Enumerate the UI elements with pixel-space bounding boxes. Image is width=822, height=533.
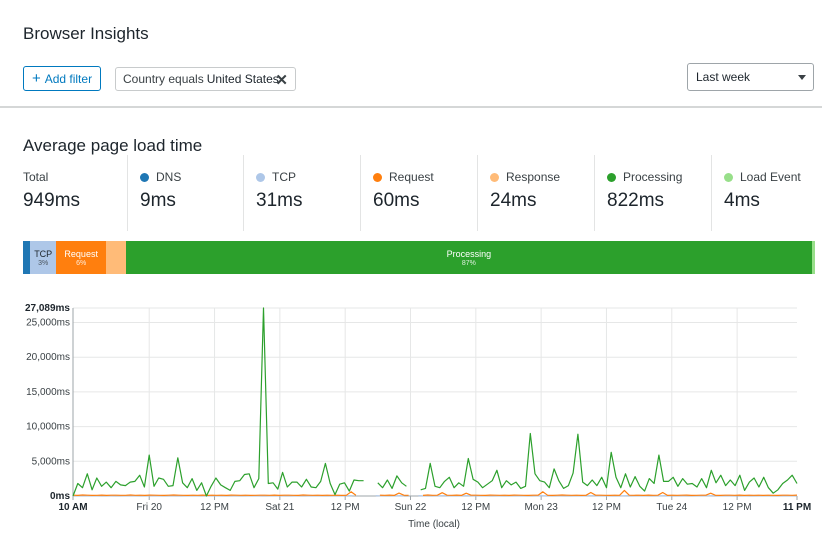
- metric-value: 31ms: [256, 190, 303, 211]
- segment-label: TCP: [34, 249, 53, 259]
- y-tick-label: 20,000ms: [26, 352, 70, 363]
- close-icon[interactable]: ✕: [275, 72, 288, 89]
- chevron-down-icon: [798, 75, 806, 80]
- metric-label-text: TCP: [272, 170, 296, 184]
- series-line-processing: [420, 432, 798, 494]
- bar-segment[interactable]: [23, 241, 31, 274]
- series-line-request: [72, 491, 357, 496]
- y-tick-label: 5,000ms: [32, 456, 70, 467]
- y-tick-label: 27,089ms: [25, 303, 70, 314]
- metric-label-text: Total: [23, 170, 49, 184]
- section-title: Average page load time: [23, 136, 203, 155]
- metric-value: 4ms: [724, 190, 760, 211]
- metric-label: Processing: [607, 170, 682, 184]
- bar-segment-processing[interactable]: Processing 87%: [125, 241, 812, 274]
- x-tick-label: 12 PM: [200, 502, 229, 513]
- y-tick-label: 10,000ms: [26, 422, 70, 433]
- x-tick-label: 10 AM: [58, 502, 87, 513]
- top-bar: Browser Insights + Add filter Country eq…: [0, 0, 822, 108]
- bar-segment-tcp[interactable]: TCP 3%: [30, 241, 57, 274]
- metric-label-text: Load Event: [740, 170, 801, 184]
- legend-dot-icon: [607, 172, 616, 182]
- metric-label: Response: [490, 170, 560, 184]
- page-title: Browser Insights: [23, 24, 149, 43]
- metric-divider: [711, 155, 712, 231]
- series-line-request: [379, 492, 409, 496]
- add-filter-label: Add filter: [44, 71, 93, 86]
- metric-label-text: DNS: [156, 170, 182, 184]
- filter-field: Country equals: [123, 72, 204, 86]
- metric-value: 949ms: [23, 190, 81, 211]
- add-filter-button[interactable]: + Add filter: [23, 66, 101, 91]
- metric-divider: [127, 155, 128, 231]
- metric-value: 9ms: [140, 190, 176, 211]
- time-range-value: Last week: [696, 70, 751, 84]
- x-tick-label: 12 PM: [592, 502, 621, 513]
- metric-label-text: Processing: [623, 170, 683, 184]
- metric-divider: [360, 155, 361, 231]
- metric-label: DNS: [140, 170, 181, 184]
- y-tick-label: 0ms: [50, 491, 70, 502]
- metric-label: TCP: [256, 170, 296, 184]
- filter-value: United States: [206, 72, 279, 86]
- x-tick-label: Tue 24: [656, 502, 687, 513]
- metric-divider: [243, 155, 244, 231]
- x-tick-label: Sun 22: [395, 502, 427, 513]
- x-axis-title: Time (local): [408, 519, 460, 530]
- segment-label: Processing: [446, 249, 492, 259]
- bar-segment[interactable]: [811, 241, 815, 274]
- x-tick-label: 12 PM: [331, 502, 360, 513]
- legend-dot-icon: [140, 172, 149, 182]
- legend-dot-icon: [490, 172, 499, 182]
- metric-value: 24ms: [490, 190, 537, 211]
- y-tick-label: 15,000ms: [26, 387, 70, 398]
- metric-divider: [477, 155, 478, 231]
- legend-dot-icon: [373, 172, 382, 182]
- metric-label: Load Event: [724, 170, 801, 184]
- breakdown-bar: TCP 3% Request 6% Processing 87%: [23, 241, 815, 274]
- x-tick-label: Mon 23: [524, 502, 558, 513]
- metric-value: 822ms: [607, 190, 665, 211]
- x-tick-label: 12 PM: [461, 502, 490, 513]
- x-tick-label: 12 PM: [723, 502, 752, 513]
- legend-dot-icon: [724, 172, 733, 182]
- segment-percent: 6%: [76, 260, 87, 267]
- series-line-request: [422, 489, 798, 496]
- metric-label: Request: [373, 170, 434, 184]
- bar-segment[interactable]: [106, 241, 126, 274]
- segment-percent: 3%: [38, 260, 49, 267]
- time-range-select[interactable]: Last week: [687, 63, 814, 91]
- metric-label-text: Request: [389, 170, 434, 184]
- x-tick-label: Fri 20: [136, 502, 162, 513]
- metric-label-text: Response: [506, 170, 561, 184]
- series-line-processing: [377, 475, 407, 489]
- series-line-processing: [72, 307, 364, 497]
- x-tick-label: 11 PM: [783, 502, 811, 513]
- metric-divider: [594, 155, 595, 231]
- segment-label: Request: [64, 249, 98, 259]
- page-load-chart: 27,089ms 25,000ms 20,000ms 15,000ms 10,000ms…: [25, 303, 811, 530]
- metric-label: Total: [23, 170, 48, 184]
- y-tick-label: 25,000ms: [26, 317, 70, 328]
- bar-segment-request[interactable]: Request 6%: [56, 241, 107, 274]
- legend-dot-icon: [256, 172, 265, 182]
- plus-icon: +: [31, 69, 41, 87]
- segment-percent: 87%: [461, 260, 476, 267]
- x-tick-label: Sat 21: [265, 502, 294, 513]
- metric-value: 60ms: [373, 190, 420, 211]
- filter-chip[interactable]: Country equals United States ✕: [115, 67, 296, 91]
